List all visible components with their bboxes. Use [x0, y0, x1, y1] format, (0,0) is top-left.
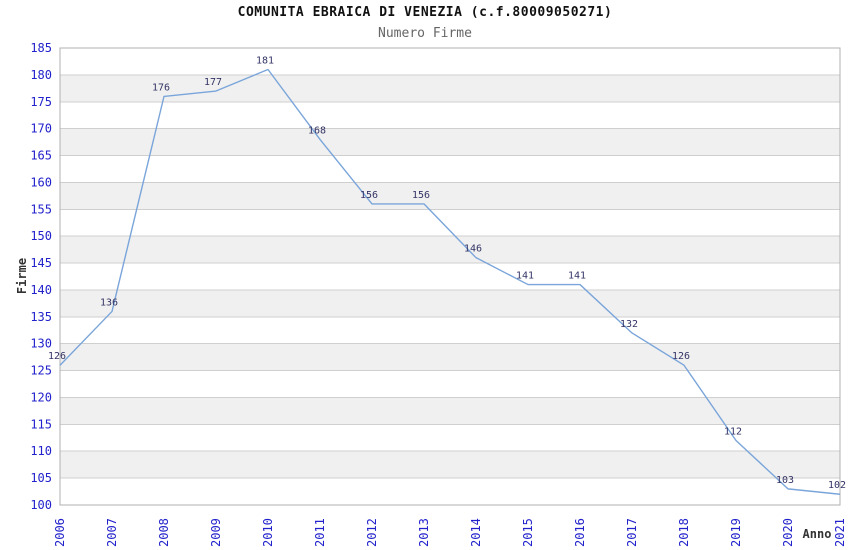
plot-band [60, 236, 840, 264]
data-label: 136 [100, 297, 118, 308]
y-tick-label: 140 [30, 283, 52, 297]
x-tick-label: 2018 [677, 518, 691, 547]
y-tick-label: 125 [30, 364, 52, 378]
plot-band [60, 397, 840, 425]
data-label: 177 [204, 77, 222, 88]
y-tick-label: 180 [30, 68, 52, 82]
plot-band [60, 343, 840, 371]
x-tick-label: 2014 [469, 518, 483, 547]
data-label: 156 [360, 190, 378, 201]
y-tick-label: 160 [30, 175, 52, 189]
y-tick-label: 145 [30, 256, 52, 270]
y-tick-label: 115 [30, 417, 52, 431]
x-tick-label: 2019 [729, 518, 743, 547]
data-label: 156 [412, 190, 430, 201]
data-line [59, 68, 841, 495]
plot-band [60, 289, 840, 317]
data-label: 181 [256, 56, 274, 67]
x-tick-label: 2012 [365, 518, 379, 547]
data-label: 126 [672, 351, 690, 362]
y-tick-label: 105 [30, 471, 52, 485]
y-tick-label: 135 [30, 310, 52, 324]
y-tick-label: 155 [30, 202, 52, 216]
plot-band [60, 74, 840, 102]
x-tick-label: 2016 [573, 518, 587, 547]
y-tick-label: 175 [30, 95, 52, 109]
y-tick-label: 130 [30, 337, 52, 351]
data-label: 132 [620, 319, 638, 330]
y-tick-label: 100 [30, 498, 52, 512]
x-tick-label: 2011 [313, 518, 327, 547]
plot-band [60, 451, 840, 479]
plot-border [59, 47, 841, 506]
data-label: 141 [568, 271, 586, 282]
y-tick-label: 170 [30, 122, 52, 136]
x-axis-title: Anno [802, 527, 832, 541]
data-label: 126 [48, 351, 66, 362]
y-tick-label: 120 [30, 390, 52, 404]
x-tick-label: 2007 [105, 518, 119, 547]
chart-title: COMUNITA EBRAICA DI VENEZIA (c.f.8000905… [237, 5, 613, 20]
x-tick-label: 2021 [833, 518, 847, 547]
x-tick-label: 2013 [417, 518, 431, 547]
y-tick-label: 110 [30, 444, 52, 458]
x-tick-label: 2008 [157, 518, 171, 547]
data-label: 168 [308, 125, 326, 136]
x-tick-label: 2010 [261, 518, 275, 547]
x-tick-label: 2009 [209, 518, 223, 547]
data-label: 176 [152, 82, 170, 93]
y-axis-title: Firme [15, 257, 29, 295]
chart-subtitle: Numero Firme [378, 26, 472, 41]
plot-band [60, 182, 840, 210]
data-label: 141 [516, 271, 534, 282]
y-tick-label: 185 [30, 41, 52, 55]
data-label: 146 [464, 244, 482, 255]
x-tick-label: 2015 [521, 518, 535, 547]
data-label: 103 [776, 475, 794, 486]
y-tick-label: 150 [30, 229, 52, 243]
plot-band [60, 128, 840, 156]
data-label: 112 [724, 426, 742, 437]
data-label: 102 [828, 480, 846, 491]
x-tick-label: 2020 [781, 518, 795, 547]
x-tick-label: 2017 [625, 518, 639, 547]
x-tick-label: 2006 [53, 518, 67, 547]
y-tick-label: 165 [30, 149, 52, 163]
